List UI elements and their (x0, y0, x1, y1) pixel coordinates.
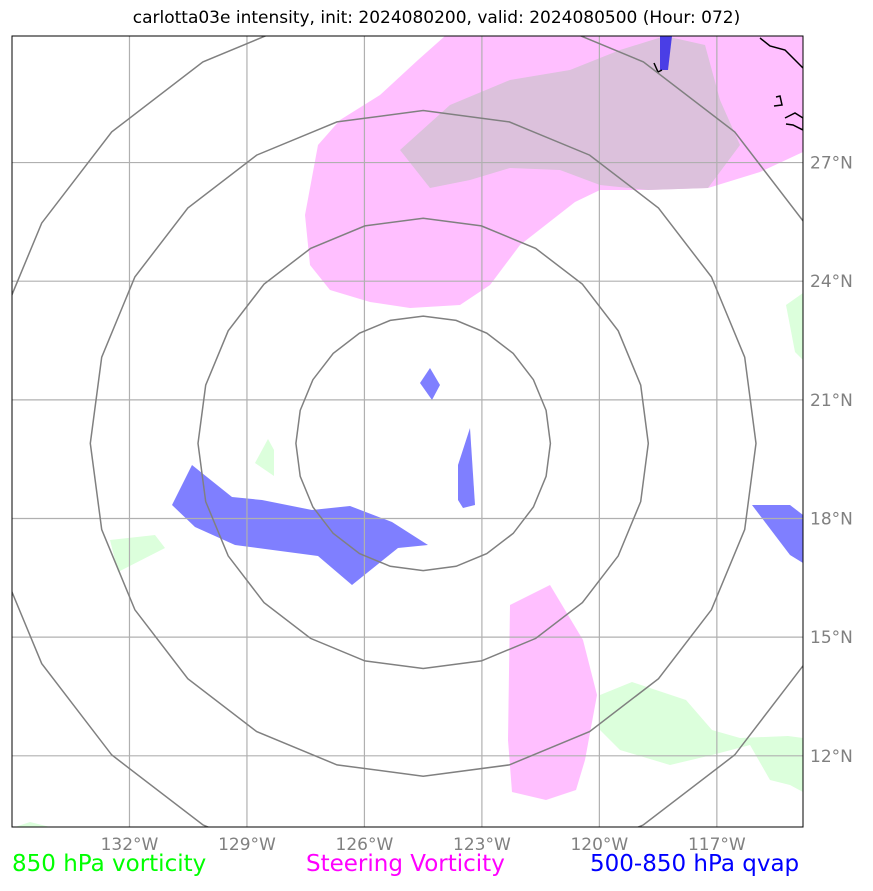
map-frame (11, 35, 804, 828)
range-ring (89, 109, 757, 777)
map-panel (12, 36, 803, 827)
qvap-region (420, 368, 440, 400)
longitude-labels: 132°W 129°W 126°W 123°W 120°W 117°W (101, 835, 746, 855)
legend-850hpa-vorticity: 850 hPa vorticity (12, 851, 207, 877)
gridlines (12, 36, 803, 827)
latitude-label: 15°N (810, 628, 853, 648)
vorticity-850-region (786, 293, 803, 360)
overlap-region (400, 36, 740, 190)
range-ring (295, 315, 552, 572)
latitude-label: 27°N (810, 154, 853, 174)
coastline (653, 37, 803, 131)
range-rings (12, 36, 803, 827)
longitude-label: 117°W (688, 835, 746, 855)
latitude-label: 12°N (810, 747, 853, 767)
latitude-label: 24°N (810, 272, 853, 292)
longitude-label: 132°W (101, 835, 159, 855)
qvap-region (172, 465, 428, 585)
longitude-label: 129°W (218, 835, 276, 855)
legend-qvap: 500-850 hPa qvap (590, 851, 800, 877)
latitude-label: 18°N (810, 510, 853, 530)
range-ring (12, 36, 803, 827)
legend-steering-vorticity: Steering Vorticity (306, 851, 505, 877)
vorticity-850-region (600, 682, 803, 792)
vorticity-850-region (110, 535, 165, 572)
qvap-region (752, 505, 803, 563)
longitude-label: 120°W (570, 835, 628, 855)
longitude-label: 126°W (336, 835, 394, 855)
latitude-label: 21°N (810, 391, 853, 411)
vorticity-850-region (15, 822, 50, 827)
qvap-region (458, 428, 475, 508)
latitude-labels: 12°N 15°N 18°N 21°N 24°N 27°N (810, 154, 853, 767)
map-title: carlotta03e intensity, init: 2024080200,… (132, 8, 741, 28)
qvap-region (660, 36, 672, 70)
vorticity-850-layer (15, 293, 803, 827)
vorticity-850-region (255, 439, 274, 476)
range-ring (197, 217, 650, 670)
longitude-label: 123°W (453, 835, 511, 855)
steering-vorticity-region (508, 585, 597, 800)
